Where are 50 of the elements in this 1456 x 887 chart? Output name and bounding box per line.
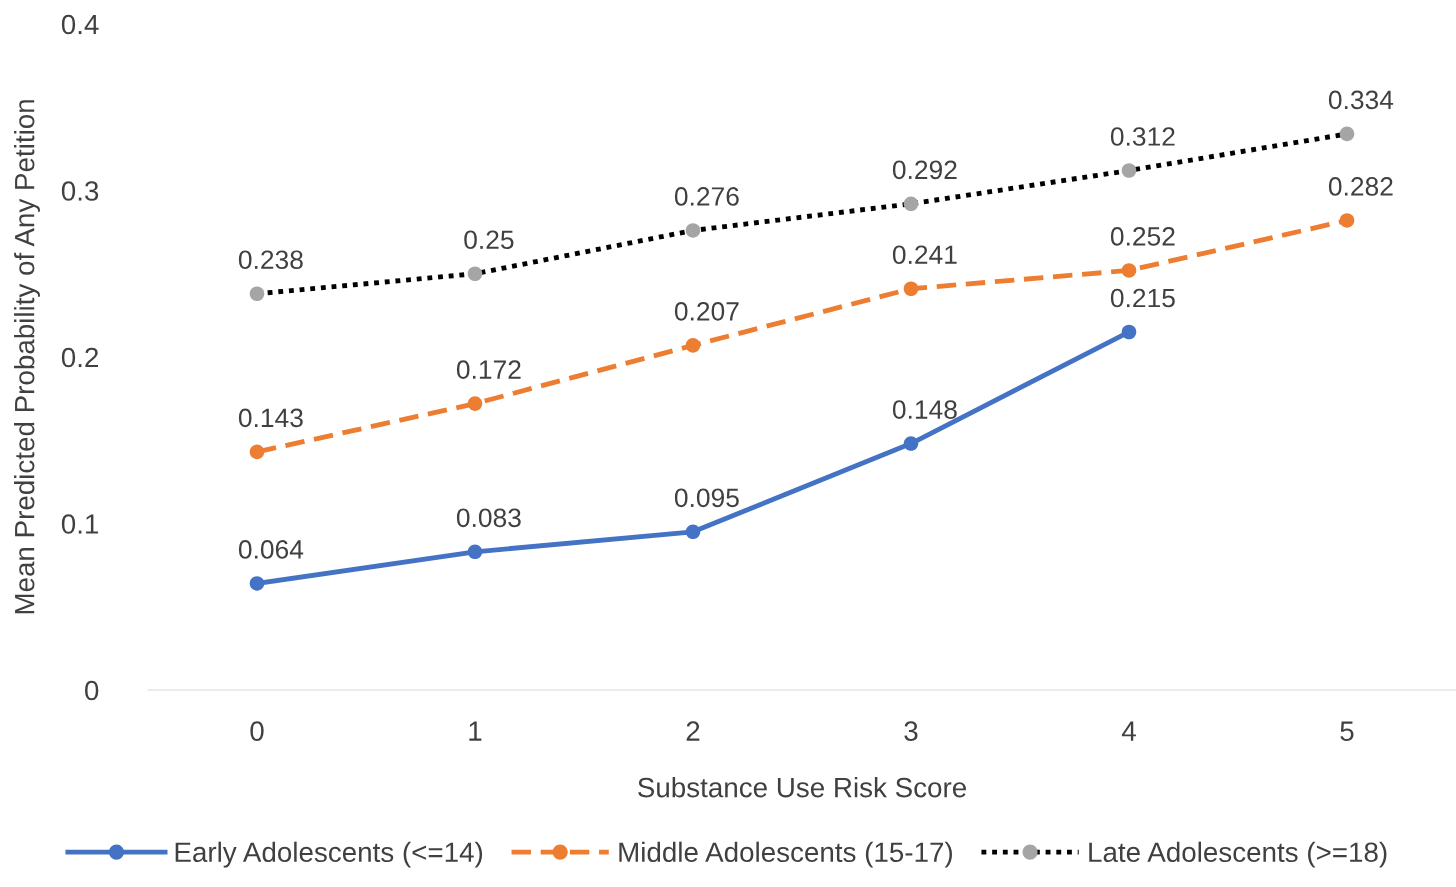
data-label: 0.25 — [464, 230, 514, 250]
point — [903, 436, 919, 451]
point — [1121, 263, 1137, 278]
data-label: 0.064 — [238, 540, 304, 559]
data-label: 0.282 — [1328, 177, 1393, 196]
x-tick-label: 3 — [904, 721, 918, 741]
point — [249, 576, 265, 591]
y-tick-label: 0.2 — [61, 347, 98, 368]
x-tick-label: 0 — [250, 721, 264, 741]
y-tick-label: 0.4 — [61, 14, 99, 35]
point — [903, 196, 919, 212]
point — [685, 524, 701, 540]
data-label: 0.292 — [892, 160, 957, 180]
point — [467, 266, 483, 282]
x-tick-label: 2 — [686, 721, 700, 741]
point — [685, 223, 701, 238]
x-tick-label: 5 — [1340, 721, 1354, 741]
x-axis-title: Substance Use Risk Score — [638, 777, 966, 798]
legend-label: Late Adolescents (>=18) — [1089, 841, 1387, 868]
point — [467, 396, 483, 411]
data-label: 0.148 — [892, 400, 957, 419]
data-label: 0.334 — [1328, 90, 1394, 110]
data-label: 0.252 — [1110, 227, 1175, 246]
legend-label: Middle Adolescents (15-17) — [619, 841, 952, 868]
point — [1339, 213, 1355, 228]
y-tick-label: 0 — [85, 680, 99, 701]
data-label: 0.241 — [892, 245, 957, 265]
data-label: 0.312 — [1110, 127, 1175, 146]
data-label: 0.172 — [456, 360, 521, 379]
point — [1339, 126, 1355, 142]
data-label: 0.207 — [674, 302, 739, 321]
y-tick-label: 0.3 — [61, 181, 99, 201]
point — [1121, 163, 1137, 178]
data-label: 0.276 — [674, 187, 739, 206]
x-tick-label: 1 — [469, 721, 482, 741]
point — [685, 338, 701, 353]
point — [249, 444, 265, 460]
point — [249, 286, 265, 302]
data-label: 0.095 — [674, 488, 739, 508]
data-label: 0.083 — [456, 508, 521, 528]
data-label: 0.238 — [238, 250, 303, 270]
point — [903, 281, 919, 297]
y-axis-title: Mean Predicted Probability of Any Petition — [14, 100, 40, 614]
data-label: 0.143 — [238, 408, 303, 428]
point — [467, 544, 483, 560]
x-tick-label: 4 — [1121, 721, 1136, 741]
data-label: 0.215 — [1110, 288, 1175, 308]
legend-label: Early Adolescents (<=14) — [175, 841, 483, 868]
y-tick-label: 0.1 — [61, 514, 99, 534]
point — [1121, 324, 1137, 340]
